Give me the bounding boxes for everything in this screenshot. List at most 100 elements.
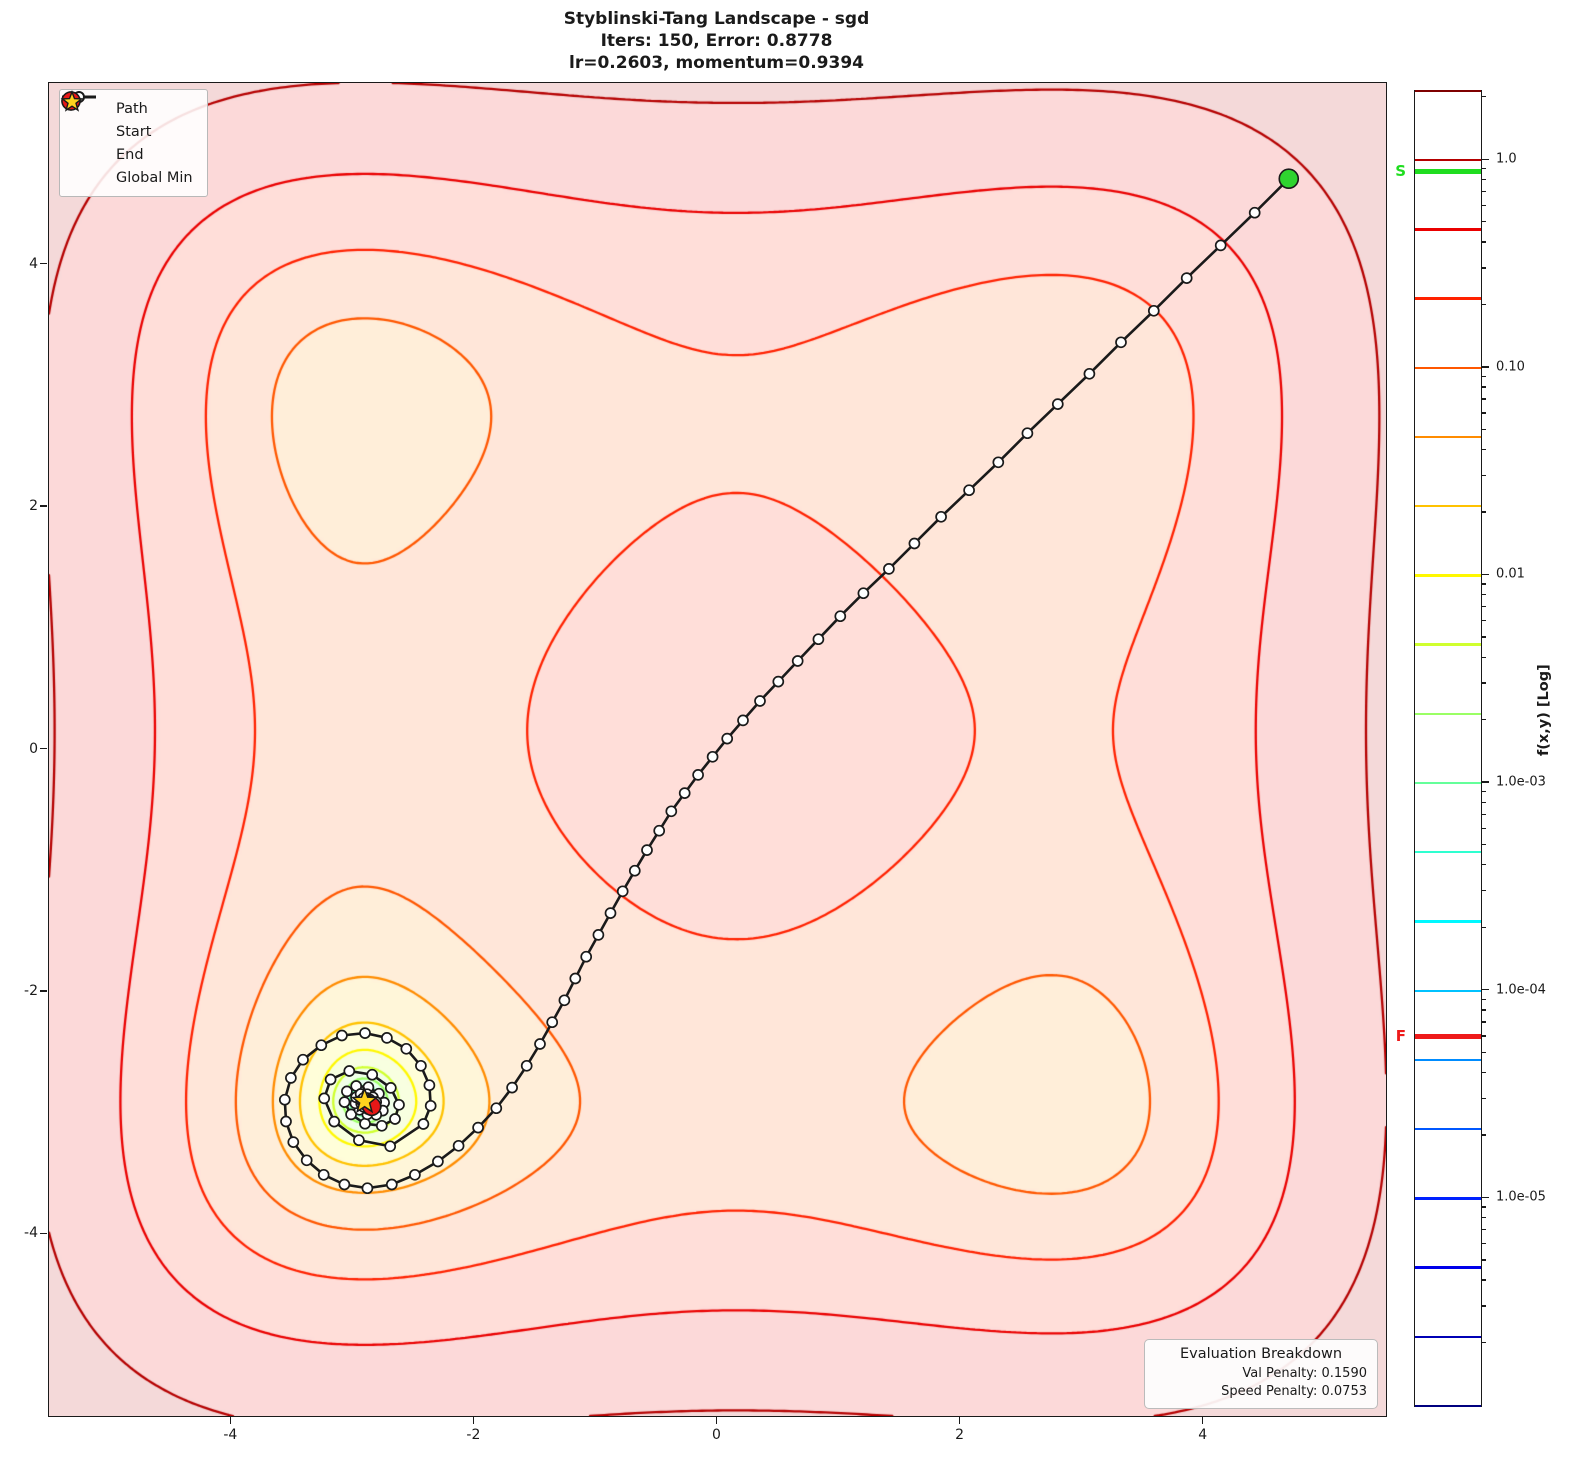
plot-area: Path Start End Global Min	[48, 82, 1387, 1417]
path-marker	[341, 1085, 353, 1098]
colorbar-minor-tick	[1481, 844, 1486, 846]
colorbar-minor-tick	[1481, 168, 1486, 170]
path-marker	[315, 1039, 328, 1052]
colorbar-minor-tick	[1481, 1341, 1486, 1344]
colorbar-minor-tick	[1481, 998, 1486, 1000]
speed-penalty-value: Speed Penalty: 0.0753	[1221, 1384, 1367, 1399]
colorbar-tick-label: 1.0	[1496, 151, 1517, 167]
colorbar-minor-tick	[1481, 1242, 1486, 1245]
chart-title-line1: Styblinski-Tang Landscape - sgd	[563, 9, 870, 29]
x-tick-mark	[715, 1416, 718, 1424]
path-marker	[381, 1032, 393, 1044]
colorbar-major-tick	[1481, 1196, 1489, 1199]
path-marker	[338, 1096, 351, 1108]
legend-item-end: End	[61, 91, 193, 166]
colorbar-level-line	[1415, 1127, 1481, 1131]
path-marker	[278, 1093, 291, 1106]
colorbar-minor-tick	[1481, 386, 1486, 388]
path-marker	[706, 750, 719, 763]
colorbar-minor-tick	[1481, 890, 1486, 892]
global-min-star	[350, 1086, 379, 1114]
colorbar-level-line	[1415, 158, 1481, 162]
legend-item-global-min: Global Min	[60, 90, 193, 189]
colorbar-minor-tick	[1481, 1134, 1486, 1136]
path-marker	[534, 1038, 546, 1050]
path-marker	[737, 714, 749, 727]
colorbar-minor-tick	[1481, 791, 1486, 793]
colorbar-tick-label: 1.0e-03	[1496, 774, 1546, 790]
y-tick-label: 0	[29, 740, 38, 757]
path-marker	[389, 1113, 401, 1125]
evaluation-breakdown-title: Evaluation Breakdown	[1179, 1346, 1343, 1362]
colorbar-level-line	[1415, 89, 1481, 93]
path-marker	[580, 950, 593, 963]
path-marker	[393, 1098, 405, 1111]
colorbar-minor-tick	[1481, 594, 1486, 596]
x-tick-label: -4	[223, 1427, 238, 1443]
val-penalty-value: Val Penalty: 0.1590	[1242, 1366, 1367, 1381]
colorbar-minor-tick	[1481, 412, 1486, 414]
colorbar-tick-label: 0.10	[1496, 359, 1525, 375]
colorbar-level-line	[1415, 712, 1481, 716]
legend-label-global-min: Global Min	[116, 169, 193, 186]
x-tick-mark	[1201, 1416, 1204, 1424]
y-tick-label: 4	[29, 255, 38, 272]
colorbar-minor-tick	[1481, 1051, 1486, 1053]
star-glyph	[60, 90, 84, 112]
path-marker	[692, 769, 704, 781]
colorbar-level-line	[1415, 851, 1481, 854]
start-marker	[1278, 168, 1300, 190]
colorbar-tick-label: 1.0e-05	[1496, 1189, 1546, 1205]
f-marker-line	[1415, 1034, 1481, 1040]
path-marker	[285, 1072, 297, 1084]
path-marker	[366, 1068, 379, 1081]
path-marker	[653, 824, 666, 837]
colorbar-minor-tick	[1481, 511, 1486, 513]
colorbar-minor-tick	[1481, 303, 1486, 306]
colorbar-minor-tick	[1481, 1216, 1486, 1219]
colorbar-minor-tick	[1481, 375, 1486, 378]
path-marker	[409, 1168, 421, 1181]
path-marker	[384, 1082, 397, 1094]
path-marker	[297, 1053, 309, 1066]
colorbar-level-line	[1415, 1266, 1481, 1269]
colorbar-level-line	[1415, 643, 1481, 646]
path-marker	[336, 1029, 348, 1042]
colorbar-level-line	[1415, 435, 1481, 439]
colorbar-level-line	[1415, 366, 1481, 370]
path-marker	[432, 1155, 444, 1168]
colorbar-minor-tick	[1481, 1305, 1486, 1307]
path-marker	[935, 510, 947, 523]
colorbar	[1414, 89, 1482, 1408]
colorbar-axis-label: f(x,y) [Log]	[1536, 664, 1552, 756]
x-tick-mark	[472, 1416, 475, 1424]
colorbar-minor-tick	[1481, 583, 1486, 585]
path-marker	[424, 1099, 437, 1112]
colorbar-minor-tick	[1481, 682, 1486, 684]
colorbar-minor-tick	[1481, 221, 1486, 223]
path-marker	[385, 1178, 398, 1191]
colorbar-level-line	[1415, 1058, 1481, 1062]
path-marker	[452, 1139, 465, 1152]
path-marker	[1021, 427, 1034, 440]
path-marker	[361, 1182, 374, 1195]
colorbar-major-tick	[1481, 366, 1489, 368]
colorbar-minor-tick	[1481, 96, 1486, 98]
colorbar-level-line	[1415, 920, 1481, 923]
colorbar-minor-tick	[1481, 1009, 1486, 1011]
path-marker	[569, 972, 582, 985]
path-marker	[375, 1119, 388, 1132]
colorbar-minor-tick	[1481, 190, 1486, 193]
path-marker	[812, 633, 825, 646]
path-marker	[754, 695, 766, 707]
colorbar-level-line	[1415, 1197, 1481, 1200]
path-marker	[472, 1121, 484, 1134]
path-marker	[384, 1140, 397, 1153]
path-marker	[791, 655, 804, 667]
path-marker	[721, 732, 734, 745]
path-marker	[678, 787, 691, 799]
path-marker	[280, 1115, 292, 1128]
y-tick-mark	[39, 747, 47, 750]
colorbar-minor-tick	[1481, 827, 1486, 829]
colorbar-major-tick	[1481, 781, 1489, 783]
